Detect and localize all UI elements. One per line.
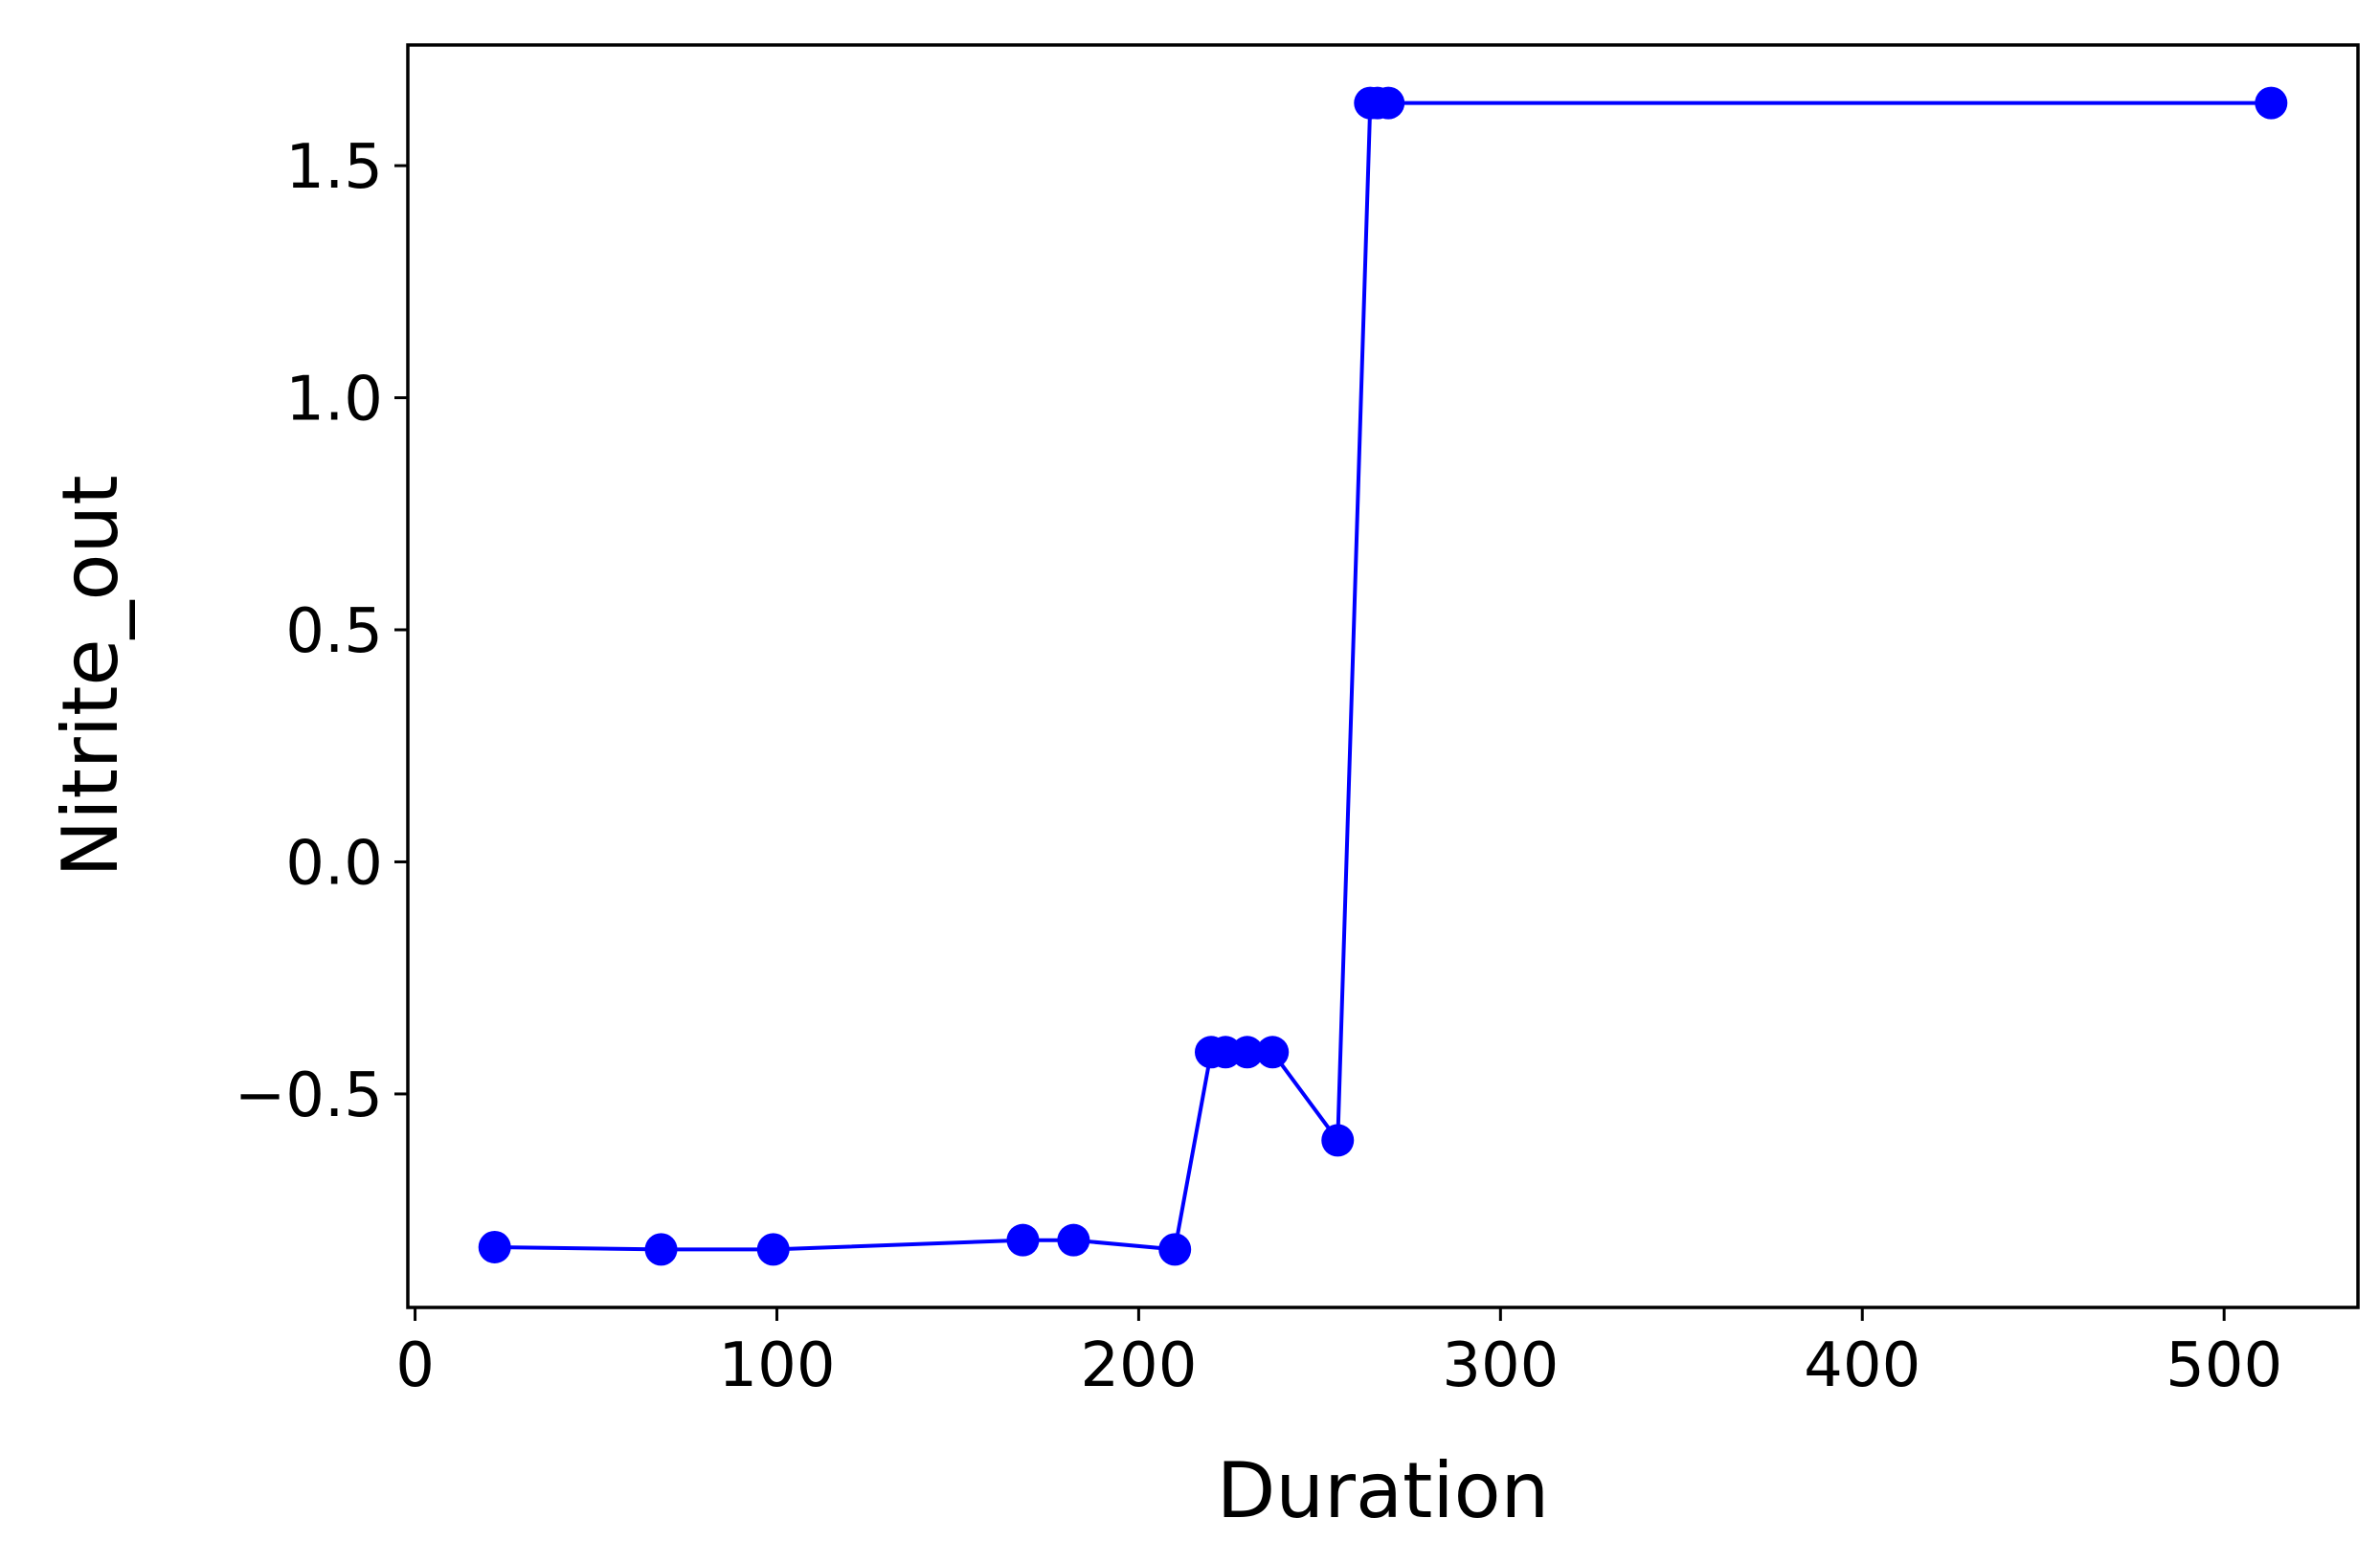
x-tick-label: 300 [1442,1330,1559,1401]
y-tick-label: −0.5 [235,1061,383,1131]
y-tick-label: 0.0 [285,828,383,899]
data-point [1057,1223,1090,1257]
data-point [478,1230,511,1263]
data-point [2255,86,2288,120]
data-point [1006,1223,1040,1257]
data-point [1372,86,1405,120]
x-tick-label: 400 [1804,1330,1920,1401]
x-tick-label: 100 [718,1330,835,1401]
y-tick-label: 1.5 [285,132,383,203]
data-point [644,1233,678,1266]
data-point [1230,1036,1264,1069]
y-tick-label: 0.5 [285,596,383,667]
x-tick-label: 500 [2166,1330,2282,1401]
y-tick-label: 1.0 [285,365,383,435]
y-axis-title: Nitrite_out [46,475,135,877]
x-axis-title: Duration [1217,1446,1549,1535]
data-point [1321,1124,1355,1157]
axes-frame [406,43,2360,1309]
x-axis: 0 100 200 300 400 500 [395,1307,2282,1401]
plot-area [478,86,2288,1266]
data-point [756,1233,790,1266]
x-tick-label: 0 [395,1330,435,1401]
data-point [1256,1036,1290,1069]
data-point [1158,1233,1192,1266]
y-axis: −0.5 0.0 0.5 1.0 1.5 [235,132,408,1131]
x-tick-label: 200 [1080,1330,1197,1401]
